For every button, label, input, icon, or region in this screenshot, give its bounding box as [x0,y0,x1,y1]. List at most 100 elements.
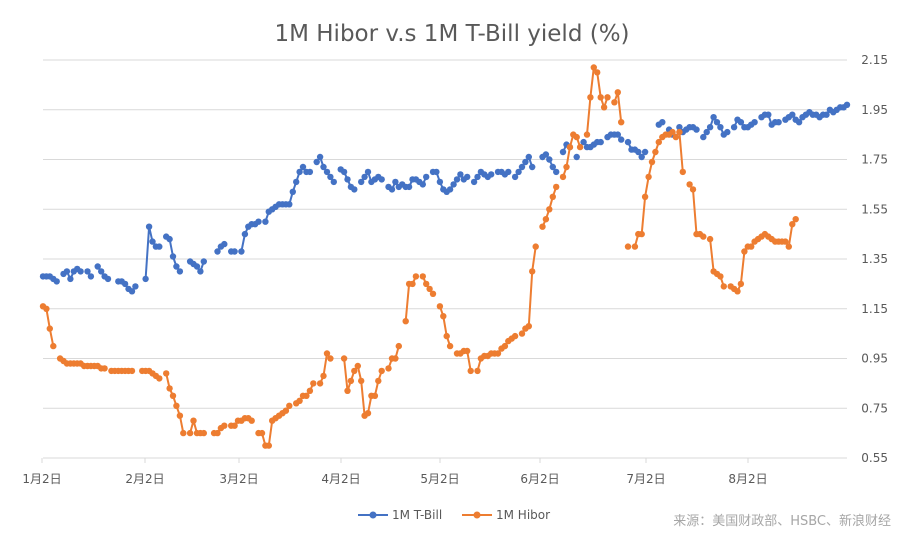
data-point [522,158,529,166]
data-point [289,188,296,195]
data-point [402,318,409,325]
y-tick-label: 1.55 [861,202,888,216]
data-point [180,429,187,437]
data-point [436,303,444,310]
y-tick-label: 0.95 [861,352,888,366]
data-point [672,133,680,141]
data-point [77,268,84,275]
data-point [511,173,519,181]
data-point [320,372,327,380]
data-point [717,273,724,280]
data-point [385,365,392,372]
data-point [467,367,474,375]
data-point [511,332,519,340]
data-point [618,136,625,143]
data-point [84,268,91,275]
data-point [351,186,358,193]
data-point [843,101,851,109]
data-point [405,183,413,191]
data-point [597,138,604,146]
data-point [173,263,180,270]
data-point [214,429,221,437]
y-tick-label: 1.15 [861,302,888,316]
data-point [200,429,207,437]
data-point [553,168,560,176]
data-point [659,119,666,126]
data-point [364,168,372,176]
series-layer [39,64,851,449]
data-point [488,171,495,178]
data-point [364,410,372,417]
data-point [262,218,269,225]
x-tick-label: 4月2日 [321,472,360,486]
data-point [590,64,597,71]
data-point [539,223,546,230]
legend: 1M T-Bill 1M Hibor [358,508,550,522]
data-point [580,138,587,146]
data-point [344,387,351,394]
data-point [624,138,632,146]
x-tick-label: 8月2日 [728,472,767,486]
data-point [532,243,539,250]
data-point [559,148,567,156]
data-point [378,176,385,183]
data-point [686,181,693,188]
data-point [703,128,710,136]
data-point [525,323,532,330]
data-point [436,178,444,186]
data-point [419,273,426,280]
data-point [724,128,731,136]
data-point [457,171,464,178]
data-point [121,280,129,288]
data-point [316,153,324,161]
x-tick-label: 6月2日 [520,472,559,486]
data-point [576,143,584,151]
data-point [433,168,440,176]
data-point [505,168,512,176]
data-point [176,412,184,419]
data-point [316,380,324,387]
data-point [713,119,721,126]
data-point [323,350,331,357]
data-point [789,111,796,118]
x-tick-label: 2月2日 [125,472,164,486]
x-tick-label: 3月2日 [219,472,258,486]
data-point [340,355,348,362]
data-point [542,151,550,158]
data-point [453,176,461,183]
data-point [542,216,550,223]
data-point [412,273,420,280]
data-point [474,173,481,181]
y-tick-label: 0.75 [861,401,888,415]
data-point [347,377,355,385]
data-point [50,342,57,350]
data-point [197,268,204,275]
data-point [221,422,228,429]
x-tick-label: 5月2日 [420,472,459,486]
data-point [200,258,207,265]
data-point [286,201,293,208]
data-point [214,248,221,255]
data-point [450,181,457,188]
data-point [166,235,173,243]
data-point [648,158,656,166]
data-point [423,173,430,181]
x-tick-label: 7月2日 [626,472,665,486]
data-point [156,375,163,382]
data-point [518,163,526,171]
data-point [693,126,700,133]
data-point [730,124,738,131]
data-point [549,163,556,171]
data-point [823,111,830,118]
data-point [529,163,536,171]
data-point [169,253,177,260]
data-point [193,263,201,270]
data-point [700,133,707,141]
y-tick-label: 1.35 [861,252,888,266]
data-point [231,248,238,255]
data-point [344,176,351,183]
data-point [361,173,368,181]
data-point [765,111,772,118]
data-point [128,288,136,295]
data-point [618,119,625,126]
